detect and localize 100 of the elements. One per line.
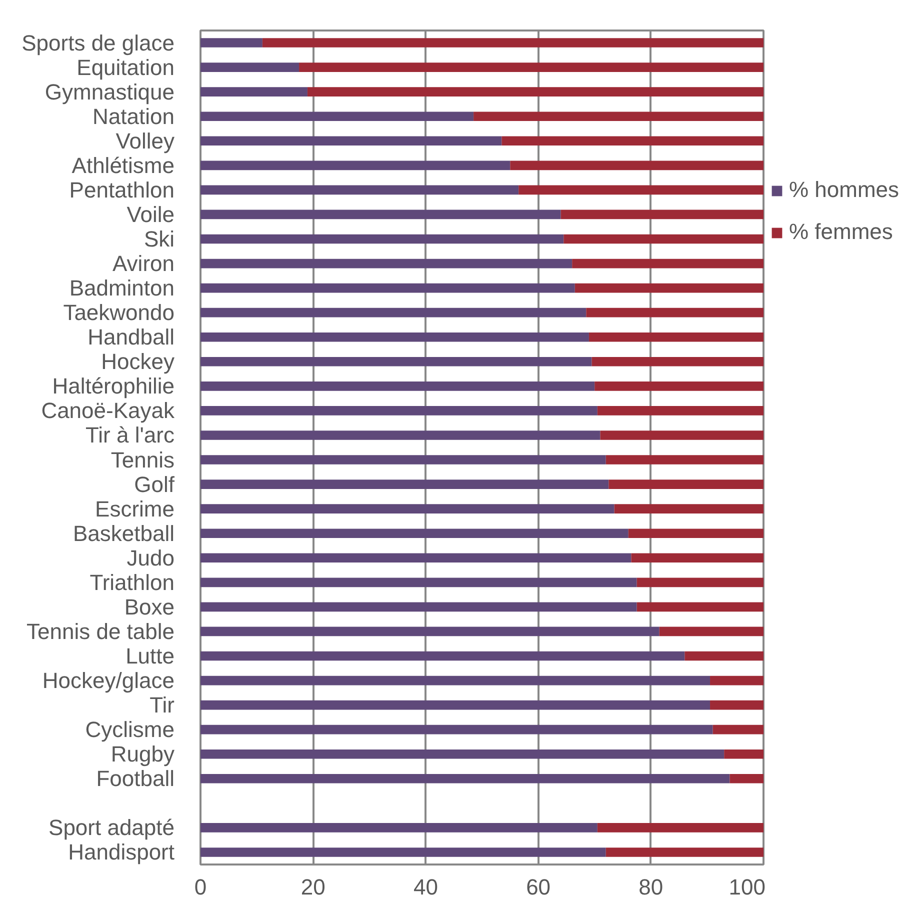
bar [200,87,308,96]
y-tick-label: Pentathlon [69,177,175,202]
y-tick-label: Handisport [68,840,174,865]
y-tick-label: Volley [116,128,175,154]
bar [200,602,637,612]
bar [200,406,598,416]
bar [636,578,764,588]
bar [200,382,595,391]
bar [200,626,660,636]
y-tick-label: Canoë-Kayak [41,398,176,424]
y-tick-label: Haltérophilie [52,374,175,399]
bar [560,210,764,220]
bar [631,553,764,563]
bar [200,210,561,220]
x-tick-label: 0 [194,874,207,900]
bar [572,258,764,268]
bar [200,283,575,293]
y-tick-label: Equitation [76,54,175,80]
y-tick-label: Cyclisme [85,717,175,742]
y-tick-label: Golf [134,472,176,497]
bar [586,308,764,318]
y-tick-label: Tennis de table [26,618,175,644]
bar [299,62,764,72]
bar [200,848,606,857]
x-tick-label: 100 [728,874,766,900]
y-tick-label: Triathlon [90,570,175,595]
bar [262,38,764,48]
y-tick-label: Ski [144,226,174,252]
bar [564,234,764,244]
bar [518,185,764,195]
bar [200,112,474,122]
y-tick-label: Football [96,766,175,792]
y-tick-label: Sport adapté [48,815,174,840]
bar [608,480,764,489]
bar [200,38,262,48]
bar [606,455,764,464]
y-tick-label: Judo [126,545,175,570]
bar [200,308,586,318]
x-tick-label: 60 [526,874,551,900]
bar [510,160,764,170]
bar [724,749,764,759]
y-tick-label: Escrime [95,496,175,522]
y-tick-label: Tir à l'arc [86,422,175,448]
bar [574,283,764,293]
bar [200,480,609,489]
legend-label: % femmes [789,219,893,245]
bar [684,651,764,661]
bar [200,160,510,170]
bar [712,724,764,734]
bar [592,356,764,366]
bar [200,62,300,72]
y-tick-label: Tennis [110,447,174,472]
bar [200,258,572,268]
y-tick-label: Natation [92,104,175,129]
bar [200,504,614,514]
bar [600,430,764,440]
bar [200,553,632,563]
y-tick-label: Gymnastique [44,79,175,104]
y-tick-label: Basketball [72,520,175,546]
bar [200,136,502,146]
bar [200,455,606,464]
bar [200,356,592,366]
bar [594,382,764,391]
bar [200,676,710,686]
bar [588,332,764,342]
y-tick-label: Voile [126,202,175,227]
y-tick-label: Boxe [124,594,175,620]
bar [200,430,600,440]
bar [200,774,730,784]
y-tick-label: Athlétisme [72,152,175,178]
y-tick-label: Sports de glace [22,30,175,56]
legend-label: % hommes [789,177,900,203]
bar [614,504,764,514]
bar [200,234,564,244]
bar [628,528,764,538]
bar [659,626,764,636]
bar [307,87,764,96]
y-tick-label: Aviron [112,251,175,276]
bar [502,136,764,146]
bar [730,774,764,784]
x-tick-label: 80 [638,874,664,900]
y-tick-label: Handball [88,324,175,350]
bar [200,332,589,342]
bar [474,112,764,122]
y-tick-label: Hockey [101,349,174,374]
y-tick-label: Rugby [110,742,174,767]
bar [200,578,637,588]
bar [606,848,764,857]
x-tick-label: 20 [300,874,326,900]
bar [200,700,710,710]
bar [200,724,713,734]
y-tick-label: Tir [150,692,175,718]
bar [710,676,764,686]
bar [200,528,628,538]
bar [597,823,764,832]
bar [200,651,685,661]
y-tick-label: Hockey/glace [42,668,175,694]
y-tick-label: Badminton [69,276,175,301]
y-tick-label: Taekwondo [63,300,175,326]
bar [200,749,724,759]
